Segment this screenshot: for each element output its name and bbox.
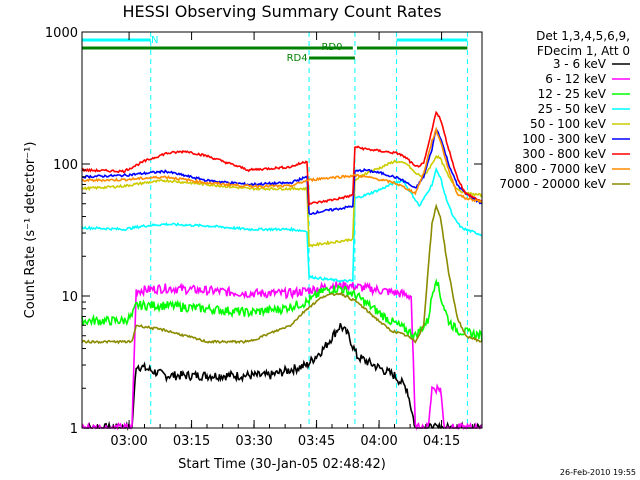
flag-bars: N RD0 RD4 (82, 35, 468, 64)
flag-label-rd4: RD4 (287, 53, 308, 64)
series-line-100-300-kev (81, 127, 483, 216)
legend-label-100-300-kev: 100 - 300 keV (522, 132, 606, 146)
plot-area: N RD0 RD4 (81, 32, 483, 431)
x-tick-label-03-00: 03:00 (110, 434, 147, 449)
legend-header-1: Det 1,3,4,5,6,9, (536, 29, 630, 43)
y-axis-label: Count Rate (s⁻¹ detector⁻¹) (23, 142, 38, 319)
y-tick-label-1000: 1000 (45, 26, 78, 41)
y-tick-label-1: 1 (70, 422, 78, 437)
series-lines (81, 110, 483, 431)
date-stamp: 26-Feb-2010 19:55 (560, 468, 636, 477)
series-line-12-25-kev (81, 278, 483, 342)
series-line-300-800-kev (81, 110, 483, 208)
chart-title: HESSI Observing Summary Count Rates (122, 2, 441, 21)
plot-frame (81, 31, 483, 429)
legend-label-12-25-kev: 12 - 25 keV (538, 87, 607, 101)
legend-label-3-6-kev: 3 - 6 keV (553, 57, 607, 71)
legend-label-6-12-kev: 6 - 12 keV (545, 72, 607, 86)
flag-label-n: N (151, 35, 158, 46)
x-tick-label-04-15: 04:15 (423, 434, 460, 449)
axis-ticks: 1 10 100 1000 03:00 03:15 03:30 03:45 04:00 04:15 (45, 26, 482, 449)
series-line-25-50-kev (81, 166, 483, 284)
x-tick-label-03-45: 03:45 (298, 434, 335, 449)
legend-label-25-50-kev: 25 - 50 keV (538, 102, 607, 116)
x-tick-label-03-15: 03:15 (173, 434, 210, 449)
legend-label-300-800-kev: 300 - 800 keV (522, 147, 606, 161)
x-tick-label-03-30: 03:30 (235, 434, 272, 449)
legend-header-2: FDecim 1, Att 0 (537, 44, 630, 58)
legend: Det 1,3,4,5,6,9,FDecim 1, Att 03 - 6 keV… (499, 29, 630, 191)
legend-label-7000-20000-kev: 7000 - 20000 keV (499, 177, 606, 191)
x-tick-label-04-00: 04:00 (360, 434, 397, 449)
y-tick-label-100: 100 (53, 158, 78, 173)
series-line-800-7000-kev (81, 126, 483, 204)
series-line-50-100-kev (81, 154, 483, 248)
y-tick-label-10: 10 (61, 290, 78, 305)
series-line-3-6-kev (81, 322, 483, 431)
legend-label-800-7000-kev: 800 - 7000 keV (515, 162, 607, 176)
legend-label-50-100-kev: 50 - 100 keV (530, 117, 607, 131)
series-line-6-12-kev (81, 279, 483, 431)
x-axis-label: Start Time (30-Jan-05 02:48:42) (178, 457, 386, 472)
series-line-7000-20000-kev (81, 203, 483, 345)
flag-label-rd0: RD0 (321, 42, 342, 53)
